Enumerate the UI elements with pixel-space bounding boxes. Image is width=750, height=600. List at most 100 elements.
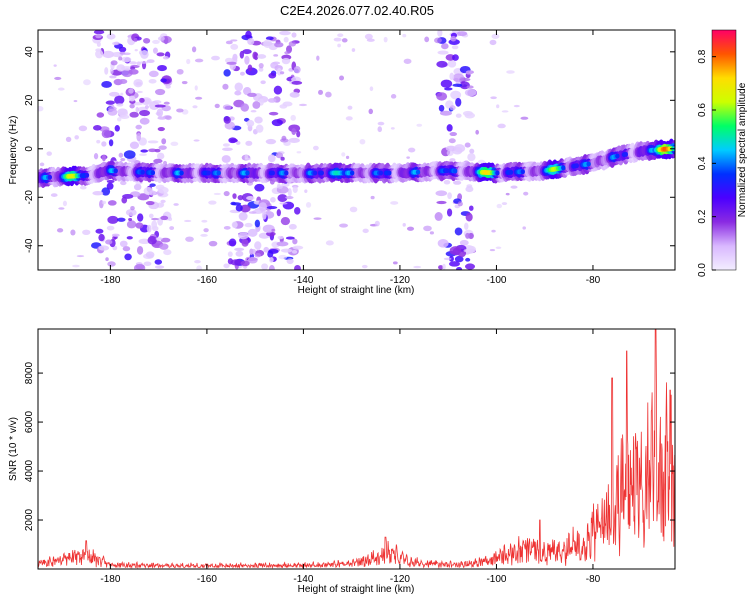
heatmap-noise-cell: [446, 124, 453, 132]
heatmap-noise-cell: [459, 77, 471, 82]
heatmap-noise-cell: [138, 137, 147, 146]
heatmap-noise-cell: [121, 196, 128, 204]
heatmap-noise-cell: [273, 85, 283, 95]
heatmap-noise-cell: [246, 119, 255, 127]
heatmap-noise-cell: [240, 204, 251, 213]
heatmap-noise-cell: [265, 138, 277, 145]
snr-series-line: [38, 329, 675, 569]
heatmap-noise-cell: [269, 256, 274, 263]
heatmap-noise-cell: [73, 99, 78, 103]
heatmap-noise-cell: [450, 90, 462, 100]
colorbar-ticks: 0.0 0.2 0.4 0.6 0.8: [697, 49, 716, 277]
heatmap-noise-cell: [455, 97, 462, 107]
heatmap-noise-cell: [267, 154, 276, 163]
heatmap-noise-cell: [265, 36, 274, 41]
heatmap-noise-cell: [176, 108, 184, 113]
heatmap-noise-cell: [98, 233, 105, 242]
heatmap-noise-cell: [429, 231, 434, 235]
heatmap-ridge-cell: [206, 170, 211, 176]
heatmap-noise-cell: [459, 239, 469, 246]
heatmap-noise-cell: [278, 254, 288, 260]
heatmap-noise-cell: [50, 193, 58, 197]
heatmap-ridge-cell: [415, 169, 421, 175]
heatmap-noise-cell: [442, 263, 446, 270]
heatmap-noise-cell: [106, 179, 115, 184]
colorbar-tick-label: 0.2: [697, 209, 708, 223]
heatmap-noise-cell: [444, 87, 453, 91]
heatmap-noise-cell: [290, 114, 296, 121]
heatmap-noise-cell: [449, 246, 462, 255]
heatmap-noise-cell: [152, 39, 160, 44]
snr-x-label: Height of straight line (km): [298, 584, 415, 595]
heatmap-noise-cell: [135, 106, 139, 113]
heatmap-noise-cell: [159, 243, 169, 250]
heatmap-noise-cell: [82, 229, 91, 235]
heatmap-noise-cell: [277, 235, 284, 240]
heatmap-noise-cell: [105, 100, 115, 105]
heatmap-noise-cell: [112, 41, 119, 46]
heatmap-noise-cell: [130, 66, 136, 70]
heatmap-noise-cell: [305, 201, 312, 208]
heatmap-noise-cell: [261, 211, 267, 220]
heatmap-noise-cell: [193, 139, 200, 142]
heatmap-noise-cell: [194, 58, 204, 63]
heatmap-noise-cell: [466, 85, 474, 89]
heatmap-noise-cell: [101, 81, 112, 88]
heatmap-noise-cell: [221, 147, 233, 151]
heatmap-noise-cell: [271, 119, 283, 127]
heatmap-noise-cell: [240, 103, 250, 112]
heatmap-ridge-cell: [284, 170, 289, 176]
heatmap-noise-cell: [263, 246, 270, 253]
heatmap-noise-cell: [242, 49, 252, 55]
heatmap-noise-cell: [101, 154, 107, 162]
x-tick-label: -160: [197, 574, 217, 585]
heatmap-noise-cell: [108, 139, 114, 147]
heatmap-noise-cell: [156, 52, 165, 57]
heatmap-noise-cell: [522, 226, 526, 230]
heatmap-noise-cell: [211, 55, 220, 61]
heatmap-noise-cell: [465, 70, 473, 75]
heatmap-y-label: Frequency (Hz): [8, 116, 19, 185]
y-tick-label: -40: [24, 238, 35, 253]
heatmap-noise-cell: [160, 199, 166, 203]
heatmap-noise-cell: [501, 202, 508, 206]
heatmap-noise-cell: [325, 91, 332, 98]
heatmap-noise-cell: [214, 103, 220, 109]
heatmap-noise-cell: [96, 139, 101, 144]
heatmap-noise-cell: [230, 39, 238, 42]
heatmap-noise-cell: [157, 186, 169, 194]
heatmap-ridge-cell: [586, 161, 591, 167]
heatmap-frame: [37, 29, 676, 271]
heatmap-noise-cell: [158, 145, 167, 150]
snr-y-axis: 2000 4000 6000 8000: [24, 362, 675, 531]
heatmap-noise-cell: [361, 264, 368, 269]
heatmap-ridge-cell: [349, 170, 355, 176]
heatmap-noise-cell: [304, 189, 308, 194]
heatmap-noise-cell: [434, 212, 443, 221]
heatmap-noise-cell: [139, 61, 149, 64]
heatmap-ridge-cell: [452, 168, 458, 174]
heatmap-noise-cell: [292, 245, 304, 250]
heatmap-noise-cell: [108, 91, 120, 97]
heatmap-noise-cell: [239, 50, 245, 59]
heatmap-noise-cell: [454, 255, 464, 263]
heatmap-noise-cell: [96, 112, 105, 118]
heatmap-noise-cell: [523, 191, 529, 196]
heatmap-noise-cell: [133, 183, 142, 191]
heatmap-noise-cell: [157, 127, 165, 132]
heatmap-noise-cell: [496, 104, 500, 109]
heatmap-noise-cell: [475, 129, 479, 135]
heatmap-noise-cell: [240, 71, 245, 76]
heatmap-noise-cell: [359, 138, 366, 145]
heatmap-noise-cell: [98, 245, 110, 251]
heatmap-noise-cell: [449, 158, 456, 162]
heatmap-noise-cell: [240, 260, 250, 267]
heatmap-noise-cell: [165, 84, 171, 89]
heatmap-noise-cell: [258, 67, 264, 72]
heatmap-y-axis: -40 -20 0 20 40: [24, 46, 675, 253]
heatmap-noise-cell: [285, 195, 294, 200]
heatmap-noise-cell: [105, 239, 113, 245]
heatmap-noise-cell: [95, 33, 102, 39]
heatmap-noise-cell: [74, 135, 79, 140]
heatmap-noise-cell: [148, 190, 156, 196]
